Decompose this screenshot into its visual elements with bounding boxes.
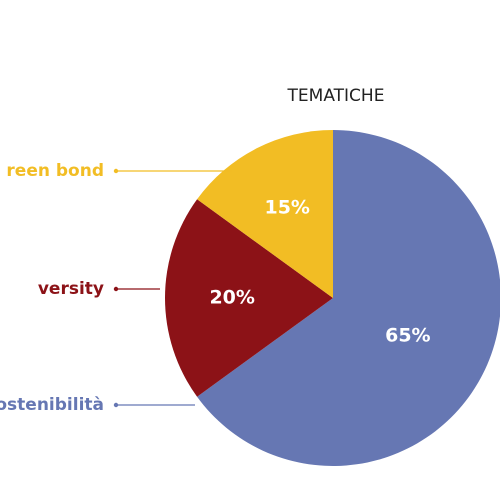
leader-dot xyxy=(113,402,119,408)
leader-dot xyxy=(113,168,119,174)
value-label: 65% xyxy=(385,325,430,347)
chart-title: TEMATICHE xyxy=(287,86,385,106)
category-label: versity xyxy=(38,279,104,299)
pie-slice xyxy=(197,130,500,466)
pie-slice xyxy=(165,199,333,397)
pie-slice xyxy=(197,130,333,298)
value-label: 20% xyxy=(209,287,254,309)
category-label: ostenibilità xyxy=(0,395,104,415)
leader-dot xyxy=(113,286,119,292)
category-label: reen bond xyxy=(6,161,104,181)
value-label: 15% xyxy=(264,197,309,219)
